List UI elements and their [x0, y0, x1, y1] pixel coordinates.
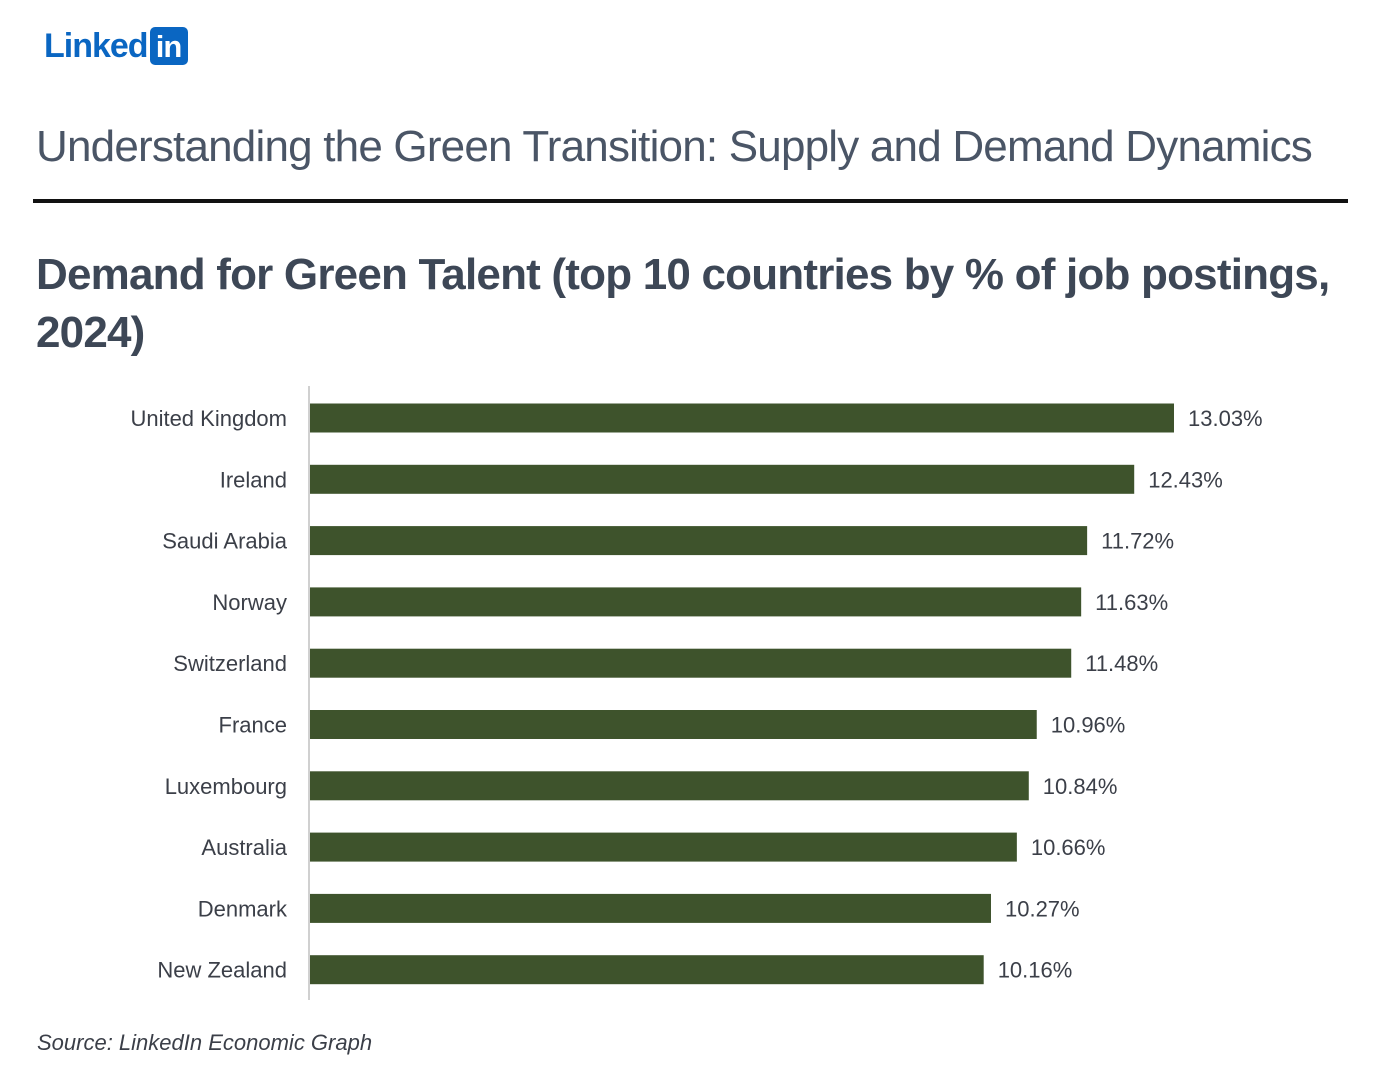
category-label: Denmark	[198, 896, 288, 921]
value-label: 13.03%	[1188, 406, 1263, 431]
logo-in-box: in	[149, 27, 188, 65]
value-label: 10.27%	[1005, 896, 1080, 921]
bar	[310, 648, 1072, 678]
page-title: Understanding the Green Transition: Supp…	[36, 122, 1313, 171]
category-label: France	[219, 713, 287, 738]
bar	[310, 771, 1029, 801]
bar	[310, 955, 984, 985]
bar	[310, 893, 991, 923]
bar	[310, 587, 1082, 617]
value-label: 10.84%	[1043, 774, 1118, 799]
category-label: New Zealand	[157, 958, 287, 983]
category-label: United Kingdom	[130, 406, 287, 431]
bar	[310, 832, 1017, 862]
title-divider	[33, 199, 1348, 203]
category-label: Luxembourg	[165, 774, 287, 799]
bar	[310, 403, 1174, 433]
bar-chart: United Kingdom 13.03% Ireland 12.43% Saudi A…	[130, 386, 1263, 1000]
bar	[310, 526, 1088, 556]
value-label: 10.66%	[1031, 835, 1106, 860]
value-label: 11.48%	[1085, 651, 1158, 676]
category-label: Saudi Arabia	[162, 529, 288, 554]
value-label: 10.96%	[1051, 713, 1126, 738]
value-label: 11.63%	[1095, 590, 1168, 615]
source-note: Source: LinkedIn Economic Graph	[37, 1030, 373, 1055]
logo-text: Linked	[44, 27, 149, 65]
chart-title: Demand for Green Talent (top 10 countrie…	[36, 250, 1330, 357]
category-label: Ireland	[220, 467, 287, 492]
category-label: Norway	[212, 590, 287, 615]
value-label: 12.43%	[1148, 467, 1223, 492]
category-label: Australia	[201, 835, 287, 860]
linkedin-logo: Linked in	[44, 26, 188, 66]
value-label: 10.16%	[998, 958, 1073, 983]
bar	[310, 464, 1135, 494]
bar	[310, 710, 1037, 739]
category-label: Switzerland	[173, 651, 287, 676]
value-label: 11.72%	[1101, 529, 1174, 554]
